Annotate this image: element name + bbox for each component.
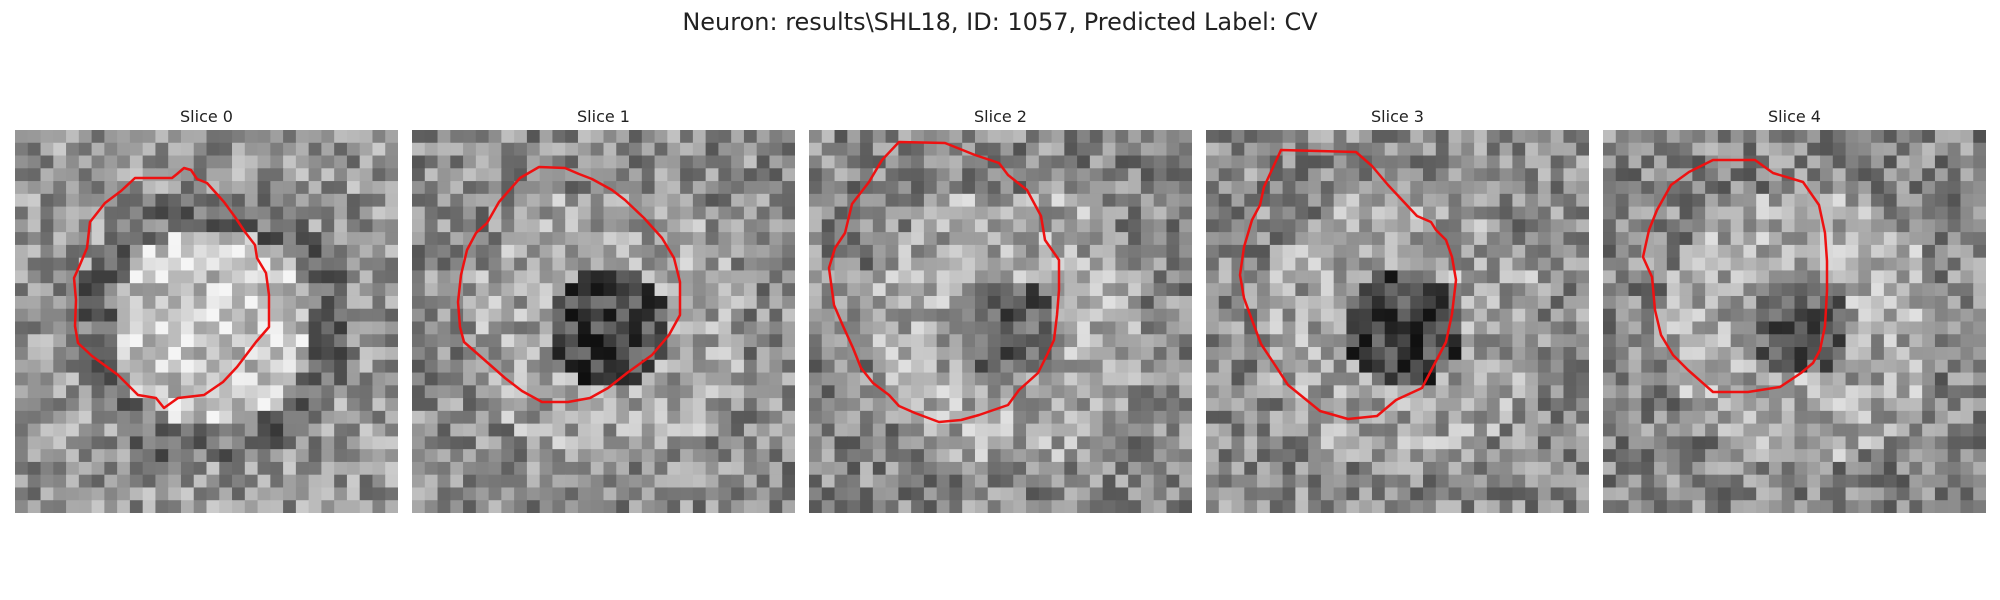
pixel-grid — [412, 130, 795, 513]
slice-panel-4: Slice 4 — [1603, 104, 1986, 513]
slice-title: Slice 3 — [1371, 107, 1424, 126]
cell-contour — [1238, 148, 1458, 421]
pixel-grid — [1603, 130, 1986, 513]
figure-title: Neuron: results\SHL18, ID: 1057, Predict… — [682, 8, 1318, 36]
slice-image — [1206, 130, 1589, 513]
cell-contour — [72, 166, 271, 410]
slice-image — [15, 130, 398, 513]
cell-contour — [827, 140, 1061, 424]
slice-image — [809, 130, 1192, 513]
slice-panel-0: Slice 0 — [15, 104, 398, 513]
slice-panel-2: Slice 2 — [809, 104, 1192, 513]
pixel-grid — [15, 130, 398, 513]
slice-title: Slice 0 — [180, 107, 233, 126]
slice-image — [1603, 130, 1986, 513]
slice-title: Slice 2 — [974, 107, 1027, 126]
slice-image — [412, 130, 795, 513]
cell-contour — [456, 165, 682, 404]
cell-contour — [1641, 158, 1829, 394]
slice-title: Slice 4 — [1768, 107, 1821, 126]
pixel-grid — [809, 130, 1192, 513]
pixel-grid — [1206, 130, 1589, 513]
slice-panel-1: Slice 1 — [412, 104, 795, 513]
slice-panel-3: Slice 3 — [1206, 104, 1589, 513]
slice-title: Slice 1 — [577, 107, 630, 126]
